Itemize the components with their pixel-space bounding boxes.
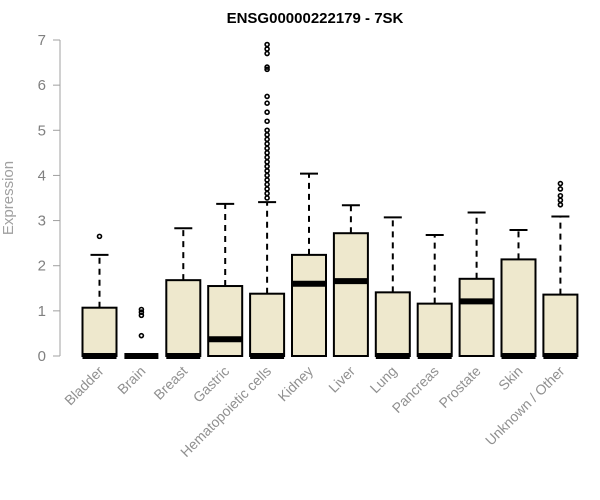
x-tick-label-7: Lung <box>367 363 400 396</box>
y-tick-label-0: 0 <box>38 348 46 365</box>
outlier-1-2 <box>138 309 145 316</box>
x-tick-label-9: Prostate <box>436 363 484 411</box>
outlier-4-3 <box>264 181 270 188</box>
outlier-4-7 <box>264 163 270 170</box>
box-10 <box>500 229 537 359</box>
outlier-4-8 <box>264 159 270 165</box>
x-tick-label-5: Kidney <box>275 363 317 405</box>
box-rect-3 <box>207 285 244 357</box>
box-2 <box>165 227 202 359</box>
x-tick-label-8: Pancreas <box>389 363 442 416</box>
outlier-4-9 <box>264 154 270 161</box>
box-rect-4 <box>249 292 286 357</box>
outlier-4-21 <box>264 64 270 70</box>
outlier-11-4 <box>557 180 564 187</box>
y-tick-label-2: 2 <box>38 258 46 275</box>
box-11 <box>542 180 579 359</box>
y-tick-label-4: 4 <box>38 167 46 184</box>
outlier-4-20 <box>264 66 270 73</box>
outlier-4-1 <box>264 190 270 197</box>
box-rect-7 <box>374 291 411 357</box>
outlier-4-22 <box>264 50 270 57</box>
chart-title: ENSG00000222179 - 7SK <box>227 10 404 27</box>
outlier-4-17 <box>264 109 270 116</box>
outlier-11-1 <box>557 197 564 204</box>
boxes-group <box>81 41 579 359</box>
outlier-1-1 <box>138 312 145 319</box>
outlier-4-14 <box>264 132 270 138</box>
outlier-4-13 <box>264 136 270 143</box>
box-9 <box>458 211 495 358</box>
box-6 <box>332 204 369 357</box>
outlier-4-11 <box>264 145 270 152</box>
x-tick-label-0: Bladder <box>61 363 107 409</box>
outlier-4-0 <box>264 195 270 201</box>
outlier-11-2 <box>557 192 564 199</box>
box-5 <box>291 172 327 358</box>
box-rect-0 <box>81 306 118 357</box>
y-tick-label-5: 5 <box>38 122 46 139</box>
outlier-0-0 <box>96 233 103 240</box>
box-rect-6 <box>332 232 369 357</box>
outlier-1-0 <box>138 332 145 339</box>
box-4 <box>249 41 286 359</box>
outlier-4-10 <box>264 150 270 156</box>
outlier-11-0 <box>557 201 564 208</box>
box-rect-2 <box>165 279 202 357</box>
outlier-11-3 <box>557 186 564 192</box>
outlier-4-6 <box>264 168 270 174</box>
outlier-4-16 <box>264 118 270 125</box>
x-tick-label-2: Breast <box>150 363 190 403</box>
box-rect-11 <box>542 293 579 357</box>
x-tick-label-1: Brain <box>114 363 148 397</box>
box-0 <box>81 233 118 359</box>
x-tick-label-10: Skin <box>495 363 526 394</box>
outlier-1-3 <box>138 306 145 313</box>
y-tick-label-7: 7 <box>38 32 46 49</box>
y-axis-ticks: 0 1 2 3 4 5 6 7 <box>38 32 60 365</box>
box-rect-10 <box>500 258 537 357</box>
outlier-4-12 <box>264 141 270 147</box>
x-tick-label-6: Liver <box>325 363 358 396</box>
box-rect-8 <box>416 302 453 357</box>
outlier-4-18 <box>264 100 270 106</box>
outlier-4-19 <box>264 93 270 100</box>
box-7 <box>374 216 411 359</box>
outlier-4-24 <box>264 41 270 48</box>
outlier-4-2 <box>264 186 270 192</box>
y-tick-label-6: 6 <box>38 77 46 94</box>
box-1 <box>124 306 159 359</box>
x-tick-label-11: Unknown / Other <box>482 363 568 449</box>
y-axis-label: Expression <box>0 161 17 235</box>
outlier-4-23 <box>264 46 270 52</box>
y-tick-label-1: 1 <box>38 303 46 320</box>
outlier-4-15 <box>264 127 270 134</box>
box-3 <box>207 202 244 357</box>
outlier-4-5 <box>264 172 270 179</box>
outlier-4-4 <box>264 177 270 183</box>
box-8 <box>416 234 453 359</box>
box-rect-9 <box>458 277 495 358</box>
y-tick-label-3: 3 <box>38 213 46 230</box>
box-rect-5 <box>291 253 327 358</box>
